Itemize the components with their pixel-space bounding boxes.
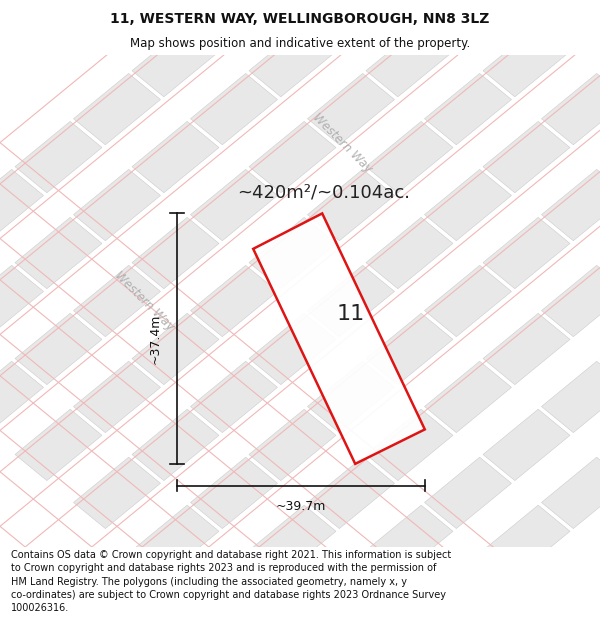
Polygon shape [249,217,336,289]
Polygon shape [191,553,277,624]
Text: ~37.4m: ~37.4m [149,314,162,364]
Text: Western Way: Western Way [112,269,176,333]
Polygon shape [132,26,219,97]
Polygon shape [366,121,453,192]
Polygon shape [542,169,600,241]
Polygon shape [542,361,600,432]
Polygon shape [74,361,160,432]
Polygon shape [366,601,453,625]
Text: ~420m²/~0.104ac.: ~420m²/~0.104ac. [238,184,410,202]
Polygon shape [425,458,511,529]
Polygon shape [191,74,277,145]
Polygon shape [132,313,219,384]
Polygon shape [425,553,511,624]
Polygon shape [366,26,453,97]
Polygon shape [308,0,394,49]
Polygon shape [15,121,102,192]
Polygon shape [366,409,453,481]
Polygon shape [425,266,511,337]
Polygon shape [74,266,160,337]
Polygon shape [249,601,336,625]
Polygon shape [249,0,336,1]
Polygon shape [249,409,336,481]
Polygon shape [483,313,570,384]
Polygon shape [132,217,219,289]
Polygon shape [425,169,511,241]
Polygon shape [249,121,336,192]
Polygon shape [74,169,160,241]
Polygon shape [191,458,277,529]
Polygon shape [15,217,102,289]
Polygon shape [483,217,570,289]
Polygon shape [249,505,336,576]
Polygon shape [132,505,219,576]
Polygon shape [308,74,394,145]
Polygon shape [425,74,511,145]
Polygon shape [425,0,511,49]
Polygon shape [249,313,336,384]
Polygon shape [366,313,453,384]
Polygon shape [15,409,102,481]
Polygon shape [15,313,102,384]
Polygon shape [308,361,394,432]
Polygon shape [542,266,600,337]
Polygon shape [308,169,394,241]
Polygon shape [308,553,394,624]
Polygon shape [74,458,160,529]
Polygon shape [483,505,570,576]
Polygon shape [132,121,219,192]
Polygon shape [483,409,570,481]
Polygon shape [366,217,453,289]
Text: Map shows position and indicative extent of the property.: Map shows position and indicative extent… [130,38,470,51]
Polygon shape [425,361,511,432]
Polygon shape [483,121,570,192]
Polygon shape [74,74,160,145]
Polygon shape [253,213,425,464]
Polygon shape [542,74,600,145]
Text: 11, WESTERN WAY, WELLINGBOROUGH, NN8 3LZ: 11, WESTERN WAY, WELLINGBOROUGH, NN8 3LZ [110,12,490,26]
Polygon shape [132,409,219,481]
Polygon shape [0,361,43,432]
Polygon shape [191,266,277,337]
Polygon shape [308,266,394,337]
Polygon shape [308,458,394,529]
Polygon shape [191,0,277,49]
Polygon shape [249,26,336,97]
Polygon shape [191,169,277,241]
Polygon shape [366,505,453,576]
Polygon shape [366,0,453,1]
Text: Western Way: Western Way [310,111,374,176]
Text: 11: 11 [337,304,365,324]
Text: Contains OS data © Crown copyright and database right 2021. This information is : Contains OS data © Crown copyright and d… [11,550,451,613]
Polygon shape [191,361,277,432]
Polygon shape [0,266,43,337]
Polygon shape [483,26,570,97]
Polygon shape [0,169,43,241]
Text: ~39.7m: ~39.7m [276,500,326,513]
Polygon shape [542,458,600,529]
